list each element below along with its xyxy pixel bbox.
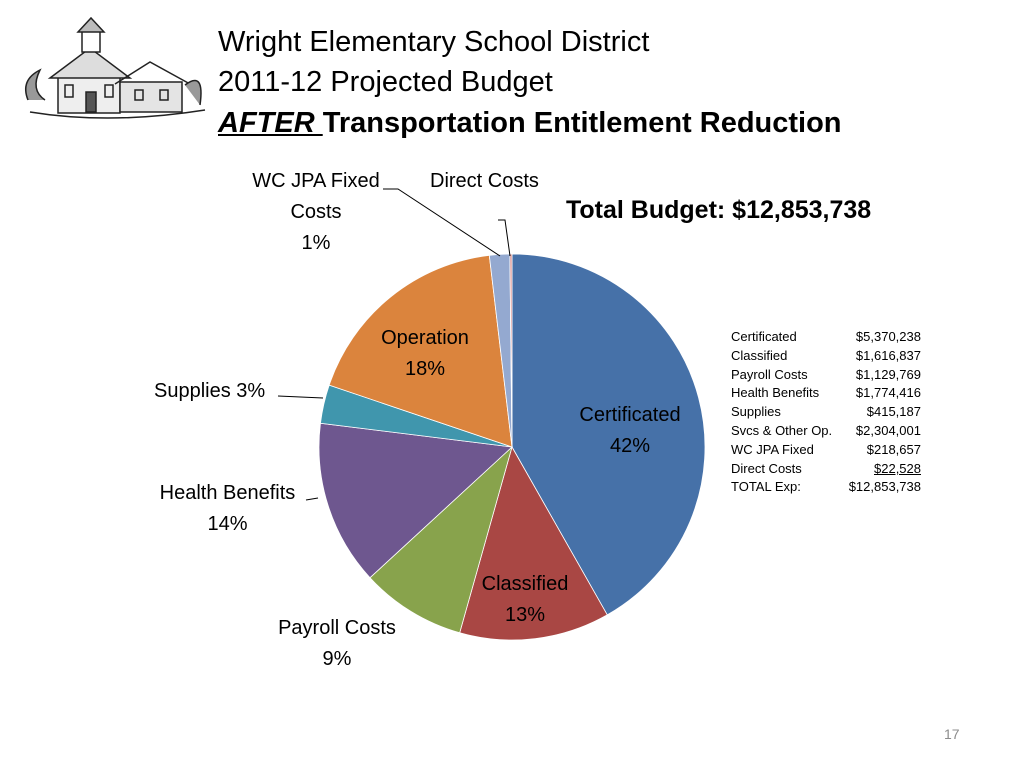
page-number: 17 xyxy=(944,726,960,742)
table-row: Supplies $415,187 xyxy=(731,403,921,422)
total-budget: Total Budget: $12,853,738 xyxy=(566,196,872,224)
table-row: Health Benefits $1,774,416 xyxy=(731,384,921,403)
row-label: Certificated xyxy=(731,329,797,344)
label-pct: 1% xyxy=(301,232,331,254)
label-health: Health Benefits 14% xyxy=(140,478,315,540)
row-label: Classified xyxy=(731,347,788,363)
row-label: Supplies xyxy=(731,404,781,420)
pie-slice-certificated xyxy=(511,253,706,616)
label-text: Operation xyxy=(381,327,469,349)
label-operation: Operation 18% xyxy=(360,323,490,385)
label-text: Health Benefits xyxy=(159,482,296,504)
row-label: Svcs & Other Op. xyxy=(731,422,833,438)
leader-health xyxy=(305,497,319,501)
label-text: WC JPA Fixed xyxy=(252,170,380,192)
label-text: Certificated xyxy=(579,404,681,426)
row-amount: $12,853,738 xyxy=(848,479,921,495)
table-row: WC JPA Fixed $218,657 xyxy=(731,441,921,460)
title-rest: Transportation Entitlement Reduction xyxy=(322,107,842,139)
row-amount: $1,774,416 xyxy=(855,385,921,401)
leader-lines xyxy=(277,188,511,501)
table-row: TOTAL Exp: $12,853,738 xyxy=(731,478,921,497)
row-label: Direct Costs xyxy=(731,460,802,476)
row-label: TOTAL Exp: xyxy=(731,479,801,495)
budget-table: Certificated $5,370,238 Classified $1,616,8… xyxy=(731,328,921,497)
table-row: Direct Costs $22,528 xyxy=(731,460,921,479)
title-emphasis: AFTER xyxy=(218,107,323,139)
row-amount: $1,129,769 xyxy=(855,366,921,382)
label-pct: 14% xyxy=(207,513,248,535)
leader-supplies xyxy=(277,395,324,399)
pie-slice-classified xyxy=(459,445,608,641)
row-amount: $1,616,837 xyxy=(855,347,921,363)
pie-slice-health-benefits xyxy=(318,422,513,579)
label-payroll: Payroll Costs 9% xyxy=(262,613,412,675)
label-text: Classified xyxy=(481,573,569,595)
row-label: Health Benefits xyxy=(731,385,820,401)
row-amount: $218,657 xyxy=(866,441,921,457)
label-classified: Classified 13% xyxy=(460,569,590,631)
label-pct: 42% xyxy=(609,435,651,457)
row-amount: $22,528 xyxy=(874,460,921,476)
row-label: WC JPA Fixed xyxy=(731,441,814,457)
label-pct: 18% xyxy=(404,358,446,380)
title-line-1: Wright Elementary School District xyxy=(218,26,650,58)
schoolhouse-logo xyxy=(25,16,206,119)
title-line-3: AFTER Transportation Entitlement Reducti… xyxy=(218,103,842,143)
leader-wcjpa xyxy=(383,188,501,257)
row-amount: $2,304,001 xyxy=(855,422,921,438)
table-row: Classified $1,616,837 xyxy=(731,347,921,366)
label-text: Costs xyxy=(290,201,342,223)
label-wcjpa: WC JPA Fixed Costs 1% xyxy=(226,166,406,259)
label-certificated: Certificated 42% xyxy=(560,400,700,462)
label-supplies: Supplies 3% xyxy=(154,380,266,402)
row-amount: $5,370,238 xyxy=(855,329,921,344)
leader-direct xyxy=(498,219,511,257)
label-pct: 13% xyxy=(504,604,546,626)
table-row: Payroll Costs $1,129,769 xyxy=(731,366,921,385)
pie-slice-payroll-costs xyxy=(369,445,513,634)
table-row: Svcs & Other Op. $2,304,001 xyxy=(731,422,921,441)
title-line-2: 2011-12 Projected Budget xyxy=(218,66,553,98)
row-label: Payroll Costs xyxy=(731,366,808,382)
row-amount: $415,187 xyxy=(866,404,921,420)
label-direct: Direct Costs xyxy=(430,170,539,192)
label-pct: 9% xyxy=(322,648,352,670)
label-text: Payroll Costs xyxy=(278,617,396,639)
table-row: Certificated $5,370,238 xyxy=(731,328,921,347)
pie-slice-operation xyxy=(328,254,513,448)
